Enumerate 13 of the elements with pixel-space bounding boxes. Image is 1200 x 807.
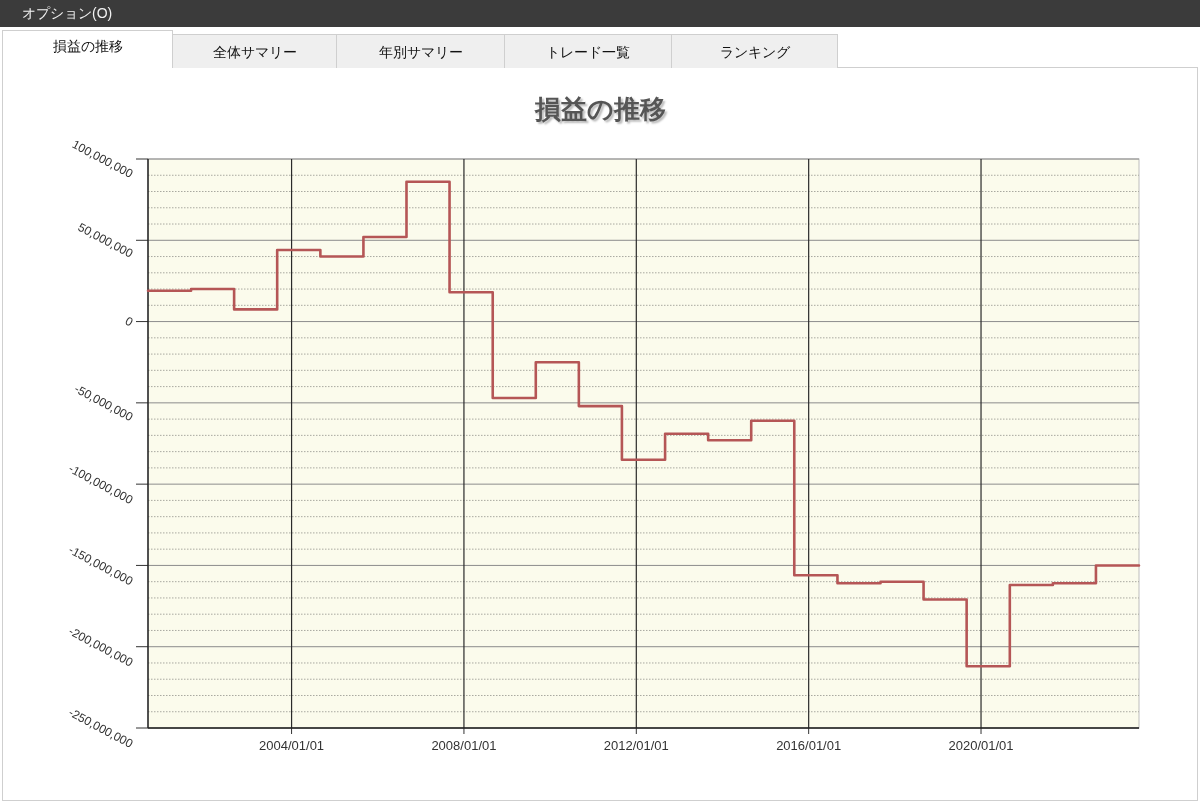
- tab: 損益の推移: [2, 30, 173, 68]
- x-tick-label: 2020/01/01: [948, 738, 1014, 753]
- tab: 年別サマリー: [337, 34, 505, 68]
- tab: ランキング: [672, 34, 838, 68]
- y-tick-label: 0: [122, 313, 136, 330]
- x-tick-label: 2008/01/01: [431, 738, 497, 753]
- menu-item: オプション(O): [22, 5, 113, 23]
- x-tick-label: 2004/01/01: [259, 738, 325, 753]
- tab: 全体サマリー: [173, 34, 337, 68]
- x-tick-label: 2016/01/01: [776, 738, 842, 753]
- tab: トレード一覧: [505, 34, 672, 68]
- chart-title: 損益の推移: [533, 94, 666, 124]
- x-tick-label: 2012/01/01: [603, 738, 669, 753]
